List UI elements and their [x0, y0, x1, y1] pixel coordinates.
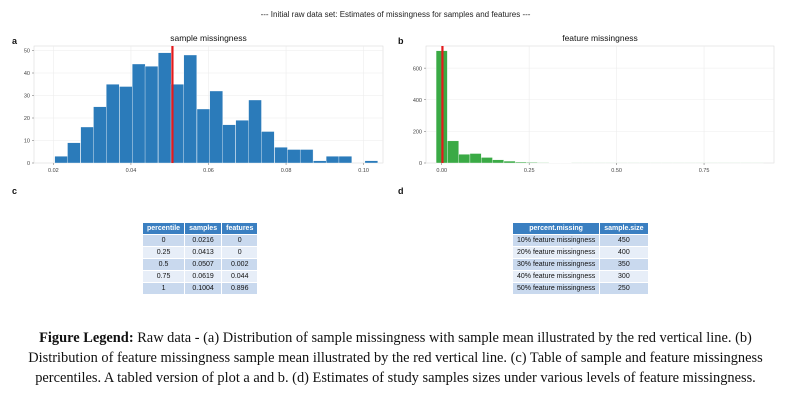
column-header: features [222, 223, 258, 234]
table-cell: 0 [222, 247, 258, 258]
histogram-bar [183, 54, 197, 164]
table-cell: 0.0216 [185, 235, 222, 246]
legend-text: Raw data - (a) Distribution of sample mi… [28, 330, 763, 386]
histogram-bar [106, 84, 120, 164]
column-header: percent.missing [513, 223, 600, 234]
histogram-bar [364, 160, 378, 164]
table-row: 0.5 0.0507 0.002 [143, 259, 258, 270]
y-tick-label: 200 [413, 130, 422, 136]
table-cell: 20% feature missingness [513, 247, 600, 258]
table-cell: 0.0413 [185, 247, 222, 258]
table-header-row: percentile samples features [143, 223, 258, 234]
table-cell: 0.0507 [185, 259, 222, 270]
histogram-bar [481, 157, 493, 164]
histogram-bar [338, 156, 353, 164]
table-cell: 0 [143, 235, 185, 246]
table-cell: 0.002 [222, 259, 258, 270]
histogram-bar [492, 159, 504, 164]
y-tick-label: 0 [27, 161, 30, 167]
panel-label-b: b [398, 36, 404, 46]
y-tick-label: 400 [413, 98, 422, 104]
table-row: 50% feature missingness 250 [513, 283, 648, 294]
main-title: --- Initial raw data set: Estimates of m… [260, 10, 531, 19]
panel-label-d: d [398, 186, 404, 196]
histogram-bar [67, 142, 81, 164]
histogram-bar [469, 153, 482, 164]
table-cell: 350 [600, 259, 648, 270]
histogram-bar [458, 154, 471, 164]
histogram-bar [526, 162, 538, 164]
x-tick-label: 0.10 [358, 168, 369, 174]
column-header: samples [185, 223, 222, 234]
column-header: percentile [143, 223, 185, 234]
table-row: 20% feature missingness 400 [513, 247, 648, 258]
table-row: 10% feature missingness 450 [513, 235, 648, 246]
table-cell: 0.896 [222, 283, 258, 294]
chart-title: sample missingness [170, 33, 247, 43]
percentile-table: percentile samples features 0 0.0216 0 0.25 0.… [142, 222, 258, 295]
table-row: 0.75 0.0619 0.044 [143, 271, 258, 282]
y-tick-label: 20 [24, 116, 30, 122]
legend-label: Figure Legend: [39, 330, 134, 346]
figure-legend: Figure Legend: Raw data - (a) Distributi… [8, 328, 783, 388]
table-cell: 0.75 [143, 271, 185, 282]
x-tick-label: 0.02 [48, 168, 59, 174]
y-tick-label: 600 [413, 66, 422, 72]
table-cell: 40% feature missingness [513, 271, 600, 282]
x-tick-label: 0.04 [126, 168, 137, 174]
table-cell: 1 [143, 283, 185, 294]
y-tick-label: 10 [24, 139, 30, 145]
sample-missingness-histogram: sample missingness 0 10 20 30 40 50 0.02 0.04 0.0… [24, 33, 384, 174]
histogram-bar [261, 131, 275, 164]
y-tick-label: 0 [419, 161, 422, 167]
x-tick-label: 0.50 [611, 168, 622, 174]
feature-missingness-histogram: feature missingness 0 200 400 600 0.00 0.25 0.5… [413, 33, 775, 174]
sample-size-table: percent.missing sample.size 10% feature m… [512, 222, 649, 295]
y-tick-label: 30 [24, 94, 30, 100]
column-header: sample.size [600, 223, 648, 234]
table-cell: 10% feature missingness [513, 235, 600, 246]
table-cell: 50% feature missingness [513, 283, 600, 294]
histogram-bar [222, 124, 236, 164]
y-tick-label: 40 [24, 71, 30, 77]
histogram-bar [447, 140, 459, 164]
table-cell: 400 [600, 247, 648, 258]
table-cell: 300 [600, 271, 648, 282]
table-cell: 0 [222, 235, 258, 246]
plot-area [425, 45, 775, 164]
x-tick-label: 0.75 [699, 168, 710, 174]
x-tick-label: 0.00 [436, 168, 447, 174]
panel-label-a: a [12, 36, 18, 46]
table-row: 0.25 0.0413 0 [143, 247, 258, 258]
table-cell: 250 [600, 283, 648, 294]
table-cell: 30% feature missingness [513, 259, 600, 270]
x-tick-label: 0.25 [524, 168, 535, 174]
table-header-row: percent.missing sample.size [513, 223, 648, 234]
table-row: 40% feature missingness 300 [513, 271, 648, 282]
y-tick-label: 50 [24, 49, 30, 55]
table-row: 0 0.0216 0 [143, 235, 258, 246]
histogram-bar [299, 149, 314, 164]
table-cell: 0.25 [143, 247, 185, 258]
histogram-bar [514, 161, 527, 164]
x-tick-label: 0.08 [281, 168, 292, 174]
table-cell: 0.1004 [185, 283, 222, 294]
histogram-bar [503, 160, 516, 164]
table-cell: 0.044 [222, 271, 258, 282]
table-cell: 0.0619 [185, 271, 222, 282]
table-row: 30% feature missingness 350 [513, 259, 648, 270]
chart-title: feature missingness [562, 33, 638, 43]
x-tick-label: 0.06 [203, 168, 214, 174]
table-cell: 450 [600, 235, 648, 246]
table-row: 1 0.1004 0.896 [143, 283, 258, 294]
table-cell: 0.5 [143, 259, 185, 270]
panel-label-c: c [12, 186, 18, 196]
histogram-bar [144, 66, 159, 164]
